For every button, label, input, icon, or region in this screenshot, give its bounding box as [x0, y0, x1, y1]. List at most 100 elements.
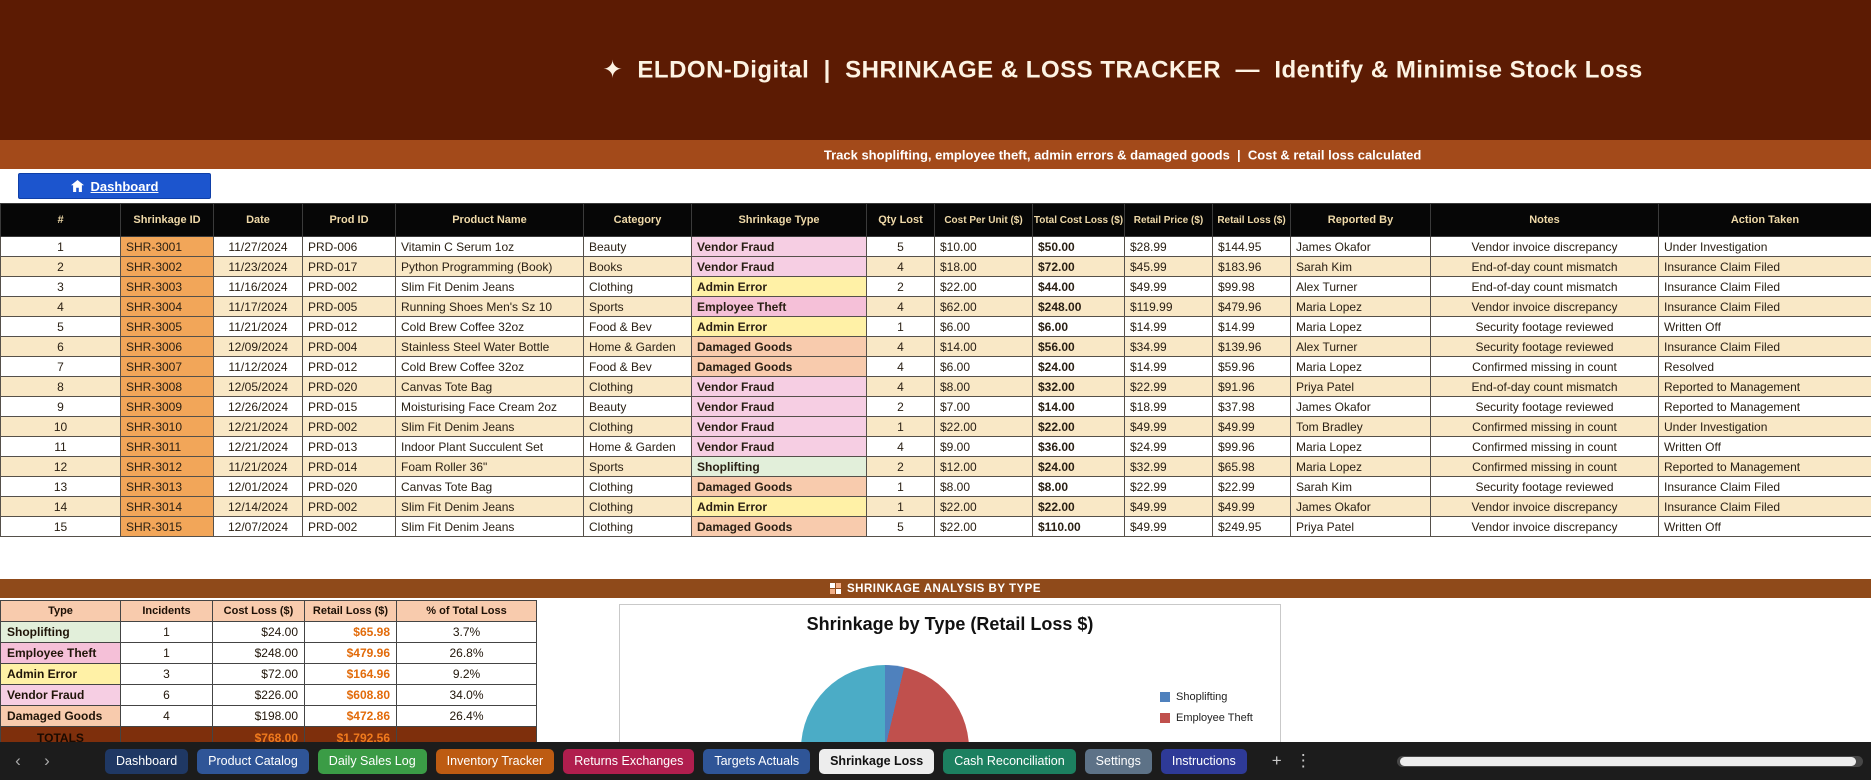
summary-cell-cost[interactable]: $226.00 — [212, 684, 305, 706]
sheet-tab-daily-sales-log[interactable]: Daily Sales Log — [317, 748, 427, 774]
cell[interactable]: SHR-3005 — [120, 316, 214, 337]
cell[interactable]: Canvas Tote Bag — [395, 376, 584, 397]
cell[interactable]: $22.00 — [934, 516, 1033, 537]
summary-cell-incidents[interactable]: 4 — [120, 705, 213, 727]
summary-cell-pct[interactable]: 26.4% — [396, 705, 537, 727]
cell[interactable]: Slim Fit Denim Jeans — [395, 416, 584, 437]
cell[interactable]: $44.00 — [1032, 276, 1125, 297]
cell[interactable]: PRD-002 — [302, 416, 396, 437]
cell[interactable]: Vendor invoice discrepancy — [1430, 296, 1659, 317]
cell[interactable]: $45.99 — [1124, 256, 1213, 277]
cell[interactable]: Sports — [583, 456, 692, 477]
cell[interactable]: Sports — [583, 296, 692, 317]
cell[interactable]: Beauty — [583, 236, 692, 257]
summary-cell-cost[interactable]: $198.00 — [212, 705, 305, 727]
cell[interactable]: $37.98 — [1212, 396, 1291, 417]
cell[interactable]: Python Programming (Book) — [395, 256, 584, 277]
cell[interactable]: $32.99 — [1124, 456, 1213, 477]
cell[interactable]: $49.99 — [1124, 276, 1213, 297]
cell[interactable]: Damaged Goods — [691, 356, 867, 377]
cell[interactable]: 12/05/2024 — [213, 376, 303, 397]
summary-cell-retail[interactable]: $479.96 — [304, 642, 397, 664]
cell[interactable]: Alex Turner — [1290, 276, 1431, 297]
cell[interactable]: $183.96 — [1212, 256, 1291, 277]
cell[interactable]: Damaged Goods — [691, 336, 867, 357]
cell[interactable]: Damaged Goods — [691, 476, 867, 497]
cell[interactable]: 11/12/2024 — [213, 356, 303, 377]
cell[interactable]: Slim Fit Denim Jeans — [395, 496, 584, 517]
cell[interactable]: Running Shoes Men's Sz 10 — [395, 296, 584, 317]
cell[interactable]: Under Investigation — [1658, 416, 1871, 437]
cell[interactable]: $10.00 — [934, 236, 1033, 257]
cell[interactable]: $49.99 — [1124, 496, 1213, 517]
cell[interactable]: Beauty — [583, 396, 692, 417]
cell[interactable]: Clothing — [583, 516, 692, 537]
cell[interactable]: $14.99 — [1124, 356, 1213, 377]
cell[interactable]: Insurance Claim Filed — [1658, 256, 1871, 277]
cell[interactable]: $14.00 — [1032, 396, 1125, 417]
cell[interactable]: PRD-005 — [302, 296, 396, 317]
cell[interactable]: Reported to Management — [1658, 376, 1871, 397]
cell[interactable]: Maria Lopez — [1290, 296, 1431, 317]
cell[interactable]: James Okafor — [1290, 496, 1431, 517]
cell[interactable]: Vendor Fraud — [691, 396, 867, 417]
cell[interactable]: 3 — [0, 276, 121, 297]
cell[interactable]: $49.99 — [1124, 516, 1213, 537]
summary-cell-type[interactable]: Damaged Goods — [0, 705, 121, 727]
cell[interactable]: $22.00 — [934, 496, 1033, 517]
cell[interactable]: $24.00 — [1032, 456, 1125, 477]
cell[interactable]: Employee Theft — [691, 296, 867, 317]
cell[interactable]: Slim Fit Denim Jeans — [395, 276, 584, 297]
cell[interactable]: Vendor Fraud — [691, 376, 867, 397]
cell[interactable]: Admin Error — [691, 316, 867, 337]
summary-cell-type[interactable]: Admin Error — [0, 663, 121, 685]
summary-cell-retail[interactable]: $608.80 — [304, 684, 397, 706]
cell[interactable]: Vendor invoice discrepancy — [1430, 496, 1659, 517]
sheet-tab-returns-exchanges[interactable]: Returns Exchanges — [563, 748, 695, 774]
summary-cell-cost[interactable]: $248.00 — [212, 642, 305, 664]
cell[interactable]: SHR-3014 — [120, 496, 214, 517]
cell[interactable]: End-of-day count mismatch — [1430, 256, 1659, 277]
summary-cell-incidents[interactable]: 6 — [120, 684, 213, 706]
cell[interactable]: $50.00 — [1032, 236, 1125, 257]
cell[interactable]: Insurance Claim Filed — [1658, 296, 1871, 317]
cell[interactable]: Insurance Claim Filed — [1658, 496, 1871, 517]
cell[interactable]: Priya Patel — [1290, 376, 1431, 397]
cell[interactable]: Under Investigation — [1658, 236, 1871, 257]
cell[interactable]: 5 — [0, 316, 121, 337]
cell[interactable]: Maria Lopez — [1290, 316, 1431, 337]
cell[interactable]: 11 — [0, 436, 121, 457]
cell[interactable]: 1 — [0, 236, 121, 257]
cell[interactable]: PRD-002 — [302, 516, 396, 537]
cell[interactable]: SHR-3013 — [120, 476, 214, 497]
cell[interactable]: Clothing — [583, 376, 692, 397]
cell[interactable]: Insurance Claim Filed — [1658, 476, 1871, 497]
cell[interactable]: 9 — [0, 396, 121, 417]
cell[interactable]: 13 — [0, 476, 121, 497]
cell[interactable]: End-of-day count mismatch — [1430, 276, 1659, 297]
cell[interactable]: Reported to Management — [1658, 456, 1871, 477]
summary-cell-incidents[interactable]: 1 — [120, 621, 213, 643]
sheet-tab-settings[interactable]: Settings — [1084, 748, 1152, 774]
summary-cell-pct[interactable]: 9.2% — [396, 663, 537, 685]
cell[interactable]: $6.00 — [934, 356, 1033, 377]
cell[interactable]: 4 — [866, 436, 935, 457]
cell[interactable]: 4 — [866, 376, 935, 397]
cell[interactable]: Clothing — [583, 416, 692, 437]
cell[interactable]: $18.99 — [1124, 396, 1213, 417]
cell[interactable]: PRD-014 — [302, 456, 396, 477]
cell[interactable]: $18.00 — [934, 256, 1033, 277]
cell[interactable]: Admin Error — [691, 496, 867, 517]
cell[interactable]: 5 — [866, 516, 935, 537]
cell[interactable]: PRD-017 — [302, 256, 396, 277]
cell[interactable]: $22.00 — [934, 416, 1033, 437]
cell[interactable]: $479.96 — [1212, 296, 1291, 317]
cell[interactable]: Sarah Kim — [1290, 256, 1431, 277]
cell[interactable]: 1 — [866, 316, 935, 337]
cell[interactable]: $144.95 — [1212, 236, 1291, 257]
cell[interactable]: End-of-day count mismatch — [1430, 376, 1659, 397]
cell[interactable]: SHR-3008 — [120, 376, 214, 397]
cell[interactable]: $14.99 — [1212, 316, 1291, 337]
cell[interactable]: Indoor Plant Succulent Set — [395, 436, 584, 457]
cell[interactable]: $24.00 — [1032, 356, 1125, 377]
